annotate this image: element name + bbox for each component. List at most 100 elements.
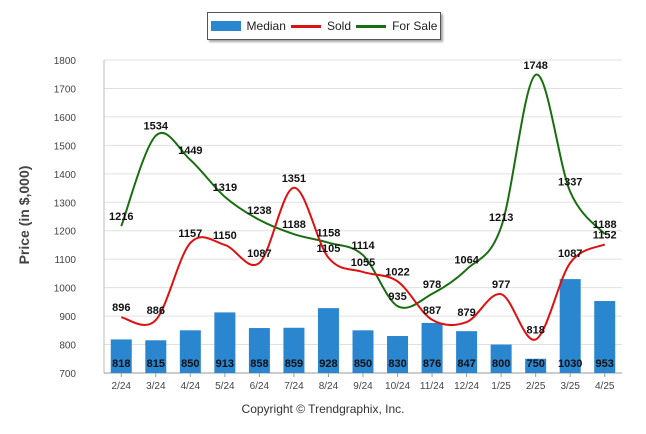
legend-item-sold[interactable]: Sold: [290, 19, 351, 33]
sold-data-label: 1087: [247, 248, 271, 260]
x-tick-label: 4/24: [181, 381, 201, 392]
y-tick-label: 1800: [54, 56, 77, 67]
y-tick-label: 800: [59, 341, 76, 352]
median-bar: [179, 330, 201, 373]
y-tick-label: 1700: [54, 84, 77, 95]
x-tick-label: 3/25: [560, 381, 580, 392]
y-tick-label: 700: [59, 369, 76, 380]
sold-data-label: 818: [526, 324, 544, 336]
median-data-label: 850: [354, 358, 372, 370]
sold-data-label: 1022: [385, 266, 409, 278]
for-sale-data-label: 1188: [593, 219, 617, 231]
median-data-label: 800: [492, 358, 510, 370]
x-tick-label: 11/24: [420, 381, 445, 392]
median-data-label: 859: [285, 358, 303, 370]
legend-swatch-median: [210, 21, 241, 31]
legend-label-sold: Sold: [326, 19, 351, 33]
sold-line: [121, 186, 606, 341]
x-tick-label: 3/24: [146, 381, 166, 392]
x-tick-label: 9/24: [353, 381, 373, 392]
for-sale-data-label: 1534: [144, 121, 169, 133]
sold-data-label: 977: [492, 279, 510, 291]
median-bar: [456, 331, 478, 373]
for-sale-data-label: 1337: [558, 177, 582, 189]
x-tick-label: 7/24: [284, 381, 304, 392]
legend-swatch-sold: [290, 24, 321, 28]
y-tick-label: 1000: [54, 284, 77, 295]
x-tick-label: 8/24: [319, 381, 339, 392]
median-bar: [110, 339, 132, 373]
x-tick-label: 10/24: [385, 381, 410, 392]
x-tick-label: 2/24: [112, 381, 132, 392]
sold-data-label: 887: [423, 305, 441, 317]
y-tick-label: 1600: [54, 113, 77, 124]
median-data-label: 953: [596, 358, 614, 370]
legend-item-for-sale[interactable]: For Sale: [356, 19, 437, 33]
median-data-label: 913: [216, 358, 234, 370]
sold-data-label: 886: [147, 305, 165, 317]
median-bar: [490, 344, 512, 373]
sold-data-label: 879: [457, 307, 475, 319]
legend-swatch-for-sale: [356, 24, 387, 28]
median-bar: [594, 301, 616, 373]
for-sale-data-label: 1748: [523, 60, 547, 72]
y-tick-label: 1300: [54, 198, 77, 209]
median-data-label: 750: [526, 358, 544, 370]
x-tick-label: 1/25: [491, 381, 511, 392]
for-sale-data-label: 1188: [282, 219, 306, 231]
legend-item-median[interactable]: Median: [210, 19, 286, 33]
y-tick-label: 1200: [54, 227, 77, 238]
median-data-label: 876: [423, 358, 441, 370]
median-bar: [145, 340, 167, 373]
for-sale-data-label: 1158: [317, 228, 341, 240]
for-sale-data-label: 1114: [351, 240, 375, 252]
y-tick-label: 1100: [54, 255, 76, 266]
median-bar: [559, 279, 581, 373]
legend: Median Sold For Sale: [207, 12, 441, 40]
legend-label-median: Median: [246, 19, 286, 33]
series-lines: [120, 73, 606, 341]
median-bars: [110, 279, 616, 373]
sold-data-label: 1055: [351, 257, 375, 269]
median-data-label: 830: [388, 358, 406, 370]
y-tick-labels: 700 800 900 1000 1100 1200 1300 1400 1500 1600 170…: [54, 56, 77, 380]
for-sale-data-label: 1216: [109, 211, 133, 223]
x-tick-label: 5/24: [215, 381, 235, 392]
y-tick-label: 1500: [54, 141, 77, 152]
legend-label-for-sale: For Sale: [392, 19, 438, 33]
y-axis-label: Price (in $,000): [16, 165, 32, 265]
median-bar: [317, 308, 339, 373]
data-labels: 818 815 850 913 858 859 928 850 830 876 847 800 750 1…: [109, 60, 617, 370]
median-bar: [214, 312, 236, 373]
for-sale-data-label: 1213: [489, 212, 513, 224]
copyright-text: Copyright © Trendgraphix, Inc.: [241, 402, 405, 416]
median-data-label: 858: [250, 358, 268, 370]
for-sale-data-label: 935: [388, 291, 406, 303]
for-sale-line: [120, 73, 606, 309]
y-tick-label: 1400: [54, 170, 77, 181]
for-sale-data-label: 1449: [178, 145, 202, 157]
median-data-label: 1030: [558, 358, 582, 370]
median-bar: [248, 328, 270, 373]
for-sale-data-label: 1238: [247, 205, 271, 217]
median-bar: [525, 358, 547, 373]
median-bar: [283, 327, 305, 373]
x-tick-label: 6/24: [250, 381, 270, 392]
median-bar: [352, 330, 374, 373]
sold-data-label: 1087: [558, 248, 582, 260]
median-data-label: 850: [181, 358, 199, 370]
sold-data-label: 1150: [213, 230, 237, 242]
sold-data-label: 1157: [178, 228, 202, 240]
median-data-label: 815: [147, 358, 165, 370]
for-sale-data-label: 1064: [454, 254, 479, 266]
for-sale-data-label: 978: [423, 279, 441, 291]
median-data-label: 818: [112, 358, 130, 370]
median-bar: [387, 336, 409, 373]
x-tick-label: 2/25: [526, 381, 546, 392]
sold-data-label: 1105: [317, 243, 341, 255]
for-sale-data-label: 1319: [213, 182, 237, 194]
sold-data-label: 1351: [282, 173, 306, 185]
x-tick-labels: 2/24 3/24 4/24 5/24 6/24 7/24 8/24 9/24 10/24 11/…: [112, 373, 615, 392]
median-data-label: 847: [457, 358, 475, 370]
